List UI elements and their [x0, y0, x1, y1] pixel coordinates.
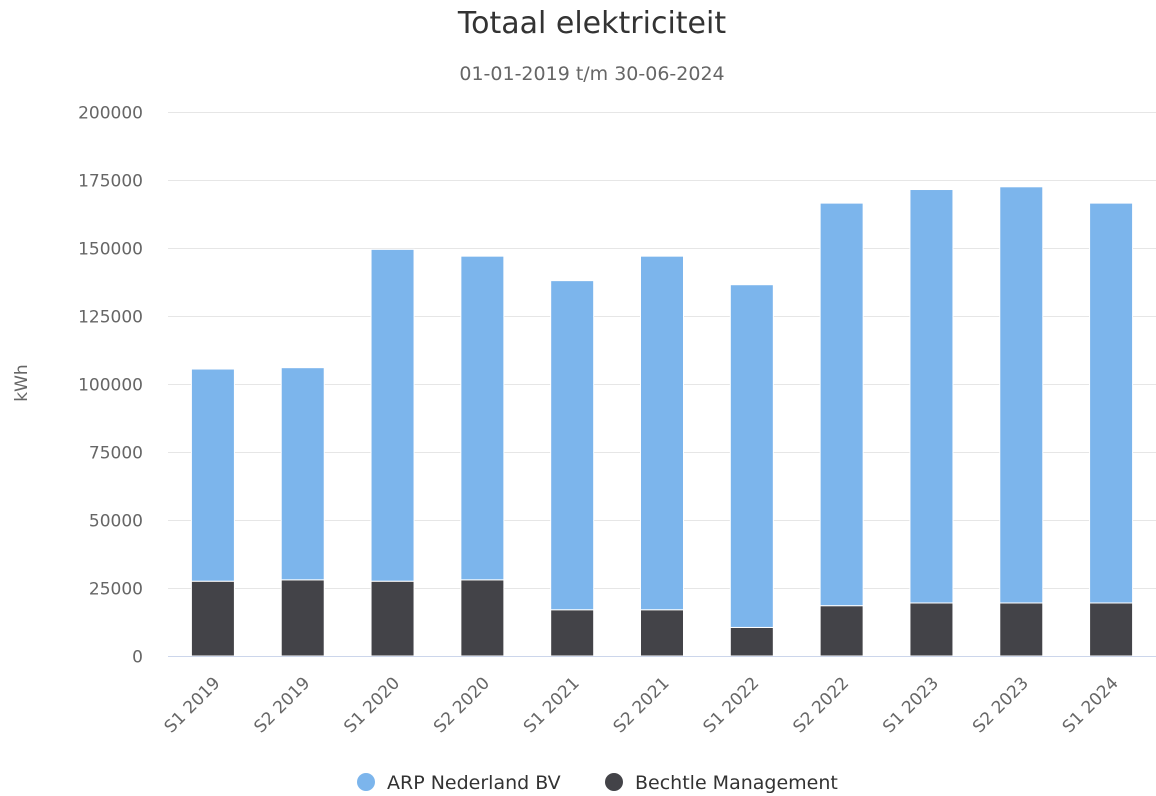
bar-segment[interactable] [460, 255, 505, 581]
x-tick-label: S1 2021 [520, 673, 584, 737]
x-tick-label: S2 2019 [250, 673, 314, 737]
chart-title: Totaal elektriciteit [457, 6, 726, 41]
bar-segment[interactable] [550, 280, 595, 611]
bar-segment[interactable] [999, 186, 1044, 604]
bar-segment[interactable] [909, 602, 954, 657]
bar-segment[interactable] [819, 605, 864, 657]
bar-segment[interactable] [819, 202, 864, 607]
y-tick-label: 25000 [89, 580, 143, 600]
x-tick-label: S1 2024 [1059, 673, 1123, 737]
bars [190, 186, 1134, 657]
y-tick-label: 100000 [78, 376, 143, 396]
y-tick-label: 75000 [89, 444, 143, 464]
legend-marker [605, 773, 623, 791]
y-tick-label: 50000 [89, 512, 143, 532]
y-axis-label: kWh [12, 364, 32, 401]
bar-segment[interactable] [190, 368, 235, 582]
legend: ARP Nederland BV Bechtle Management [357, 772, 838, 794]
bar-segment[interactable] [550, 609, 595, 657]
y-axis-ticks: 0 25000 50000 75000 100000 125000 150000 175000… [78, 104, 143, 668]
x-tick-label: S1 2023 [879, 673, 943, 737]
bar-segment[interactable] [909, 189, 954, 604]
y-tick-label: 125000 [78, 308, 143, 328]
x-tick-label: S1 2019 [161, 673, 225, 737]
chart-subtitle: 01-01-2019 t/m 30-06-2024 [459, 63, 724, 85]
y-tick-label: 175000 [78, 172, 143, 192]
x-tick-label: S2 2020 [430, 673, 494, 737]
x-tick-label: S1 2020 [340, 673, 404, 737]
bar-segment[interactable] [1089, 202, 1134, 604]
x-tick-label: S1 2022 [700, 673, 764, 737]
bar-segment[interactable] [280, 579, 325, 657]
bar-segment[interactable] [370, 580, 415, 657]
y-tick-label: 0 [132, 648, 143, 668]
x-axis-ticks: S1 2019 S2 2019 S1 2020 S2 2020 S1 2021 S2 20… [161, 673, 1123, 737]
bar-segment[interactable] [640, 609, 684, 657]
legend-label: Bechtle Management [635, 772, 838, 794]
legend-marker [357, 773, 375, 791]
bar-segment[interactable] [280, 367, 325, 581]
y-tick-label: 150000 [78, 240, 143, 260]
bar-segment[interactable] [460, 579, 505, 657]
x-tick-label: S2 2023 [969, 673, 1033, 737]
x-tick-label: S2 2021 [610, 673, 674, 737]
bar-segment[interactable] [640, 255, 684, 611]
bar-segment[interactable] [370, 248, 415, 582]
legend-label: ARP Nederland BV [387, 772, 561, 794]
bar-segment[interactable] [729, 626, 774, 657]
legend-item[interactable]: ARP Nederland BV [357, 772, 561, 794]
bar-segment[interactable] [729, 284, 774, 628]
bar-segment[interactable] [190, 580, 235, 657]
y-tick-label: 200000 [78, 104, 143, 124]
x-tick-label: S2 2022 [789, 673, 853, 737]
bar-segment[interactable] [1089, 602, 1134, 657]
bar-segment[interactable] [999, 602, 1044, 657]
legend-item[interactable]: Bechtle Management [605, 772, 838, 794]
